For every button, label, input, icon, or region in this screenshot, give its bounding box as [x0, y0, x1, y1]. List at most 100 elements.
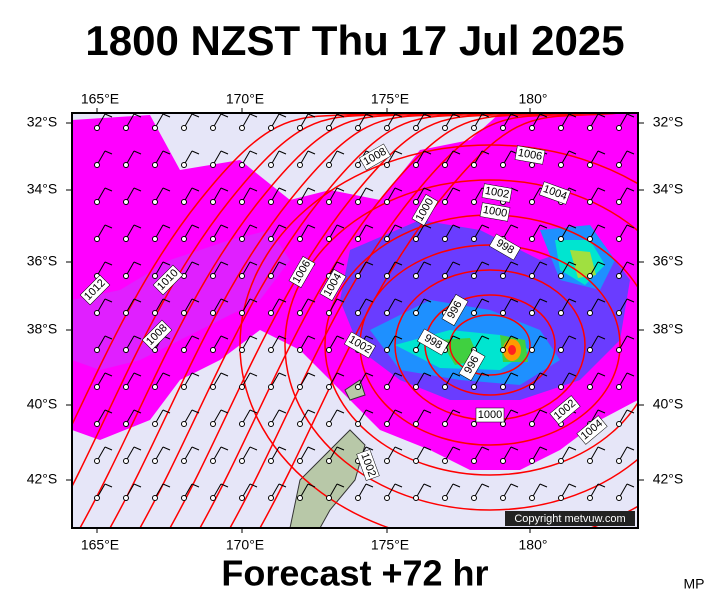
isobar-value: 1000: [478, 409, 502, 421]
barb-flag: [568, 446, 577, 451]
lat-label: 32°S: [27, 114, 58, 130]
wind-barb: [442, 372, 461, 390]
wind-barb: [384, 224, 403, 242]
wind-barb: [587, 113, 606, 131]
barb-flag: [481, 224, 490, 229]
barb-station: [123, 162, 129, 168]
barb-flag: [452, 335, 461, 340]
barb-station: [268, 495, 274, 501]
barb-flag: [539, 335, 548, 340]
lon-label: 180°: [519, 537, 548, 553]
isobar: [449, 314, 531, 376]
barb-flag: [133, 224, 142, 229]
barb-station: [616, 458, 622, 464]
wind-barb: [210, 113, 229, 131]
wind-barb: [529, 446, 548, 464]
barb-station: [355, 199, 361, 205]
barb-station: [181, 310, 187, 316]
wind-barb: [181, 187, 200, 205]
barb-station: [268, 347, 274, 353]
map-frame: [71, 112, 639, 529]
barb-flag: [133, 261, 142, 266]
wind-barb: [413, 187, 432, 205]
isobar-label-box: [141, 319, 173, 351]
wind-barb: [123, 335, 142, 353]
barb-station: [181, 495, 187, 501]
lon-label: 175°E: [371, 537, 409, 553]
wind-barb: [297, 150, 316, 168]
wind-barb: [558, 335, 577, 353]
barb-station: [529, 310, 535, 316]
barb-flag: [162, 372, 171, 377]
barb-flag: [249, 483, 258, 488]
wind-barb: [239, 483, 258, 501]
barb-station: [181, 458, 187, 464]
wind-barb: [384, 446, 403, 464]
isobar: [229, 113, 591, 528]
barb-flag: [510, 113, 519, 118]
barb-flag: [626, 372, 635, 377]
barb-flag: [336, 335, 345, 340]
barb-station: [558, 384, 564, 390]
barb-flag: [510, 446, 519, 451]
barb-station: [152, 421, 158, 427]
barb-station: [239, 199, 245, 205]
wind-barb: [587, 187, 606, 205]
barb-flag: [162, 187, 171, 192]
wind-barb: [210, 409, 229, 427]
barb-station: [529, 199, 535, 205]
barb-flag: [249, 187, 258, 192]
barb-flag: [365, 224, 374, 229]
lat-label: 42°S: [653, 471, 684, 487]
wind-barb: [355, 483, 374, 501]
barb-flag: [365, 483, 374, 488]
barb-station: [239, 347, 245, 353]
wind-barb: [152, 298, 171, 316]
barb-station: [297, 458, 303, 464]
barb-flag: [133, 483, 142, 488]
barb-flag: [626, 298, 635, 303]
barb-station: [471, 199, 477, 205]
barb-station: [297, 310, 303, 316]
barb-station: [500, 162, 506, 168]
wind-barb: [210, 483, 229, 501]
barb-flag: [365, 298, 374, 303]
isobar-label-box: [411, 194, 439, 226]
barb-station: [384, 384, 390, 390]
barb-station: [152, 236, 158, 242]
wind-barb: [500, 409, 519, 427]
barb-station: [529, 495, 535, 501]
barb-station: [413, 162, 419, 168]
barb-flag: [133, 113, 142, 118]
lat-label: 34°S: [27, 181, 58, 197]
barb-flag: [539, 483, 548, 488]
barb-flag: [394, 187, 403, 192]
barb-flag: [423, 261, 432, 266]
barb-flag: [191, 335, 200, 340]
barb-station: [326, 236, 332, 242]
wind-barb: [587, 483, 606, 501]
barb-flag: [133, 335, 142, 340]
wind-barb: [355, 409, 374, 427]
wind-barb: [181, 298, 200, 316]
isobar-label-box: [356, 449, 380, 481]
barb-flag: [539, 261, 548, 266]
barb-flag: [626, 187, 635, 192]
wind-barb: [471, 298, 490, 316]
barb-flag: [220, 187, 229, 192]
barb-station: [355, 384, 361, 390]
barb-station: [94, 347, 100, 353]
isobar-label-box: [359, 143, 391, 171]
barb-flag: [220, 335, 229, 340]
barb-flag: [278, 224, 287, 229]
barb-flag: [481, 372, 490, 377]
wind-barb: [326, 298, 345, 316]
barb-flag: [394, 409, 403, 414]
barb-flag: [452, 483, 461, 488]
wind-barb: [94, 409, 113, 427]
barb-station: [355, 236, 361, 242]
barb-station: [413, 421, 419, 427]
wind-barb: [529, 113, 548, 131]
wind-barb: [471, 483, 490, 501]
barb-station: [413, 495, 419, 501]
